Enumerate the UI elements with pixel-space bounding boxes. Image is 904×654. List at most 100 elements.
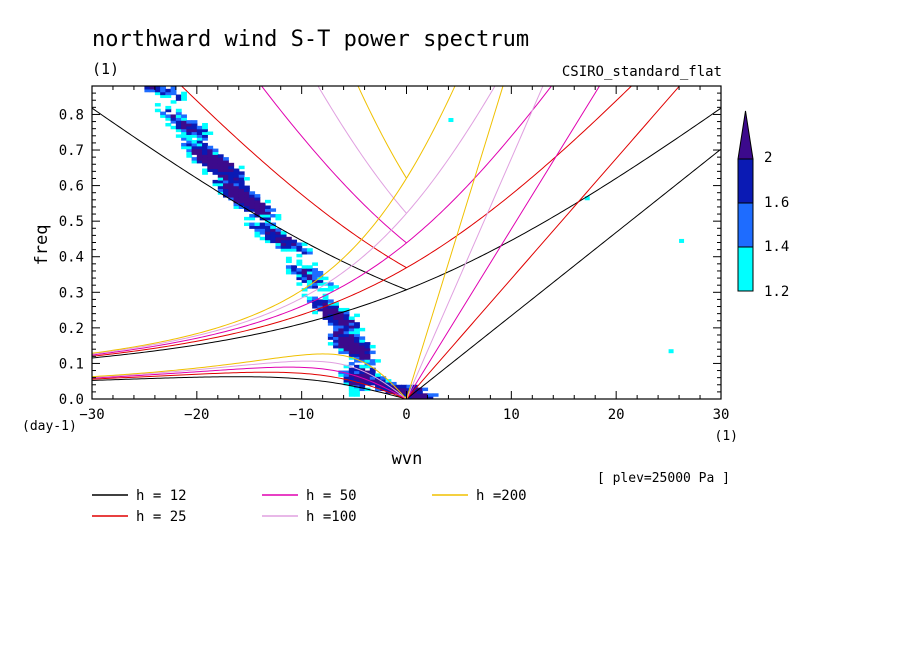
power-cell: [333, 336, 339, 340]
power-cell: [175, 117, 182, 121]
power-cell: [280, 245, 287, 249]
power-cell: [254, 228, 261, 232]
power-cell: [285, 268, 292, 272]
power-cell: [259, 225, 266, 229]
power-cell: [254, 196, 261, 201]
power-cell: [312, 296, 318, 301]
power-cell: [233, 191, 240, 195]
rossby-curve: [92, 360, 407, 399]
power-cell: [165, 108, 172, 113]
power-cell: [301, 251, 308, 255]
power-cell: [186, 120, 193, 124]
power-cell: [170, 86, 177, 90]
colorbar-label: 1.2: [764, 284, 789, 300]
power-cell: [312, 305, 318, 309]
power-cell: [264, 222, 271, 227]
power-cell: [207, 168, 214, 172]
power-cell: [264, 225, 271, 229]
power-cell: [175, 120, 182, 124]
power-cell: [359, 327, 366, 332]
power-cell: [280, 248, 287, 252]
power-cell: [422, 387, 429, 392]
power-cell: [306, 282, 313, 286]
power-cell: [369, 370, 376, 374]
power-cell: [343, 376, 350, 380]
power-cell: [175, 114, 182, 118]
power-cell: [301, 276, 308, 281]
power-cell: [416, 396, 423, 399]
power-cell: [427, 393, 434, 397]
power-cell: [244, 222, 250, 227]
power-cell: [228, 185, 235, 190]
power-cell: [249, 202, 256, 207]
power-cell: [327, 319, 334, 323]
power-cell: [228, 177, 235, 181]
power-cell: [301, 288, 308, 292]
power-cell: [396, 384, 402, 389]
power-cell: [196, 131, 203, 135]
power-cell: [170, 114, 177, 118]
power-cell: [317, 302, 324, 306]
power-cell: [202, 142, 208, 147]
power-cell: [322, 316, 329, 320]
power-cell: [348, 333, 355, 337]
power-cell: [217, 171, 224, 175]
power-cell: [207, 131, 214, 135]
power-cell: [348, 353, 355, 357]
power-cell: [317, 288, 324, 292]
power-cell: [364, 344, 371, 349]
power-cell: [348, 319, 355, 323]
power-cell: [348, 347, 355, 352]
power-cell: [270, 228, 277, 232]
power-cell: [296, 259, 303, 264]
power-cell: [175, 94, 182, 98]
power-cell: [202, 148, 208, 153]
power-cell: [338, 307, 345, 312]
power-cell: [359, 353, 366, 357]
power-cell: [327, 282, 334, 286]
power-cell: [217, 182, 224, 187]
power-cell: [380, 376, 387, 380]
power-cell: [238, 202, 245, 207]
power-cell: [264, 239, 271, 244]
power-cell: [175, 128, 182, 133]
power-cell: [202, 171, 208, 175]
power-speck: [584, 196, 590, 201]
power-cell: [264, 216, 271, 221]
power-cell: [207, 151, 214, 155]
power-cell: [228, 165, 235, 170]
power-speck: [679, 238, 685, 243]
power-cell: [160, 86, 166, 90]
power-cell: [354, 359, 360, 363]
power-cell: [191, 145, 198, 150]
power-cell: [301, 265, 308, 269]
power-cell: [422, 396, 429, 399]
power-cell: [191, 122, 198, 127]
power-cell: [359, 370, 366, 374]
x-tick-label: 20: [608, 407, 625, 423]
power-cell: [196, 159, 203, 164]
power-cell: [280, 231, 287, 235]
power-cell: [396, 387, 402, 392]
power-cell: [364, 379, 371, 383]
power-cell: [369, 362, 376, 366]
power-cell: [154, 103, 161, 107]
y-tick-label: 0.3: [59, 285, 84, 301]
power-cell: [306, 296, 313, 301]
power-cell: [317, 270, 324, 275]
power-cell: [432, 393, 439, 397]
power-cell: [338, 373, 345, 377]
power-cell: [217, 154, 224, 158]
power-cell: [191, 159, 198, 164]
power-cell: [228, 191, 235, 195]
power-cell: [375, 376, 381, 380]
power-cell: [233, 171, 240, 175]
power-cell: [244, 191, 250, 195]
power-cell: [343, 310, 350, 315]
power-cell: [244, 205, 250, 209]
power-cell: [207, 154, 214, 158]
power-cell: [217, 162, 224, 167]
power-cell: [343, 342, 350, 346]
power-cell: [390, 381, 397, 386]
power-cell: [343, 350, 350, 355]
